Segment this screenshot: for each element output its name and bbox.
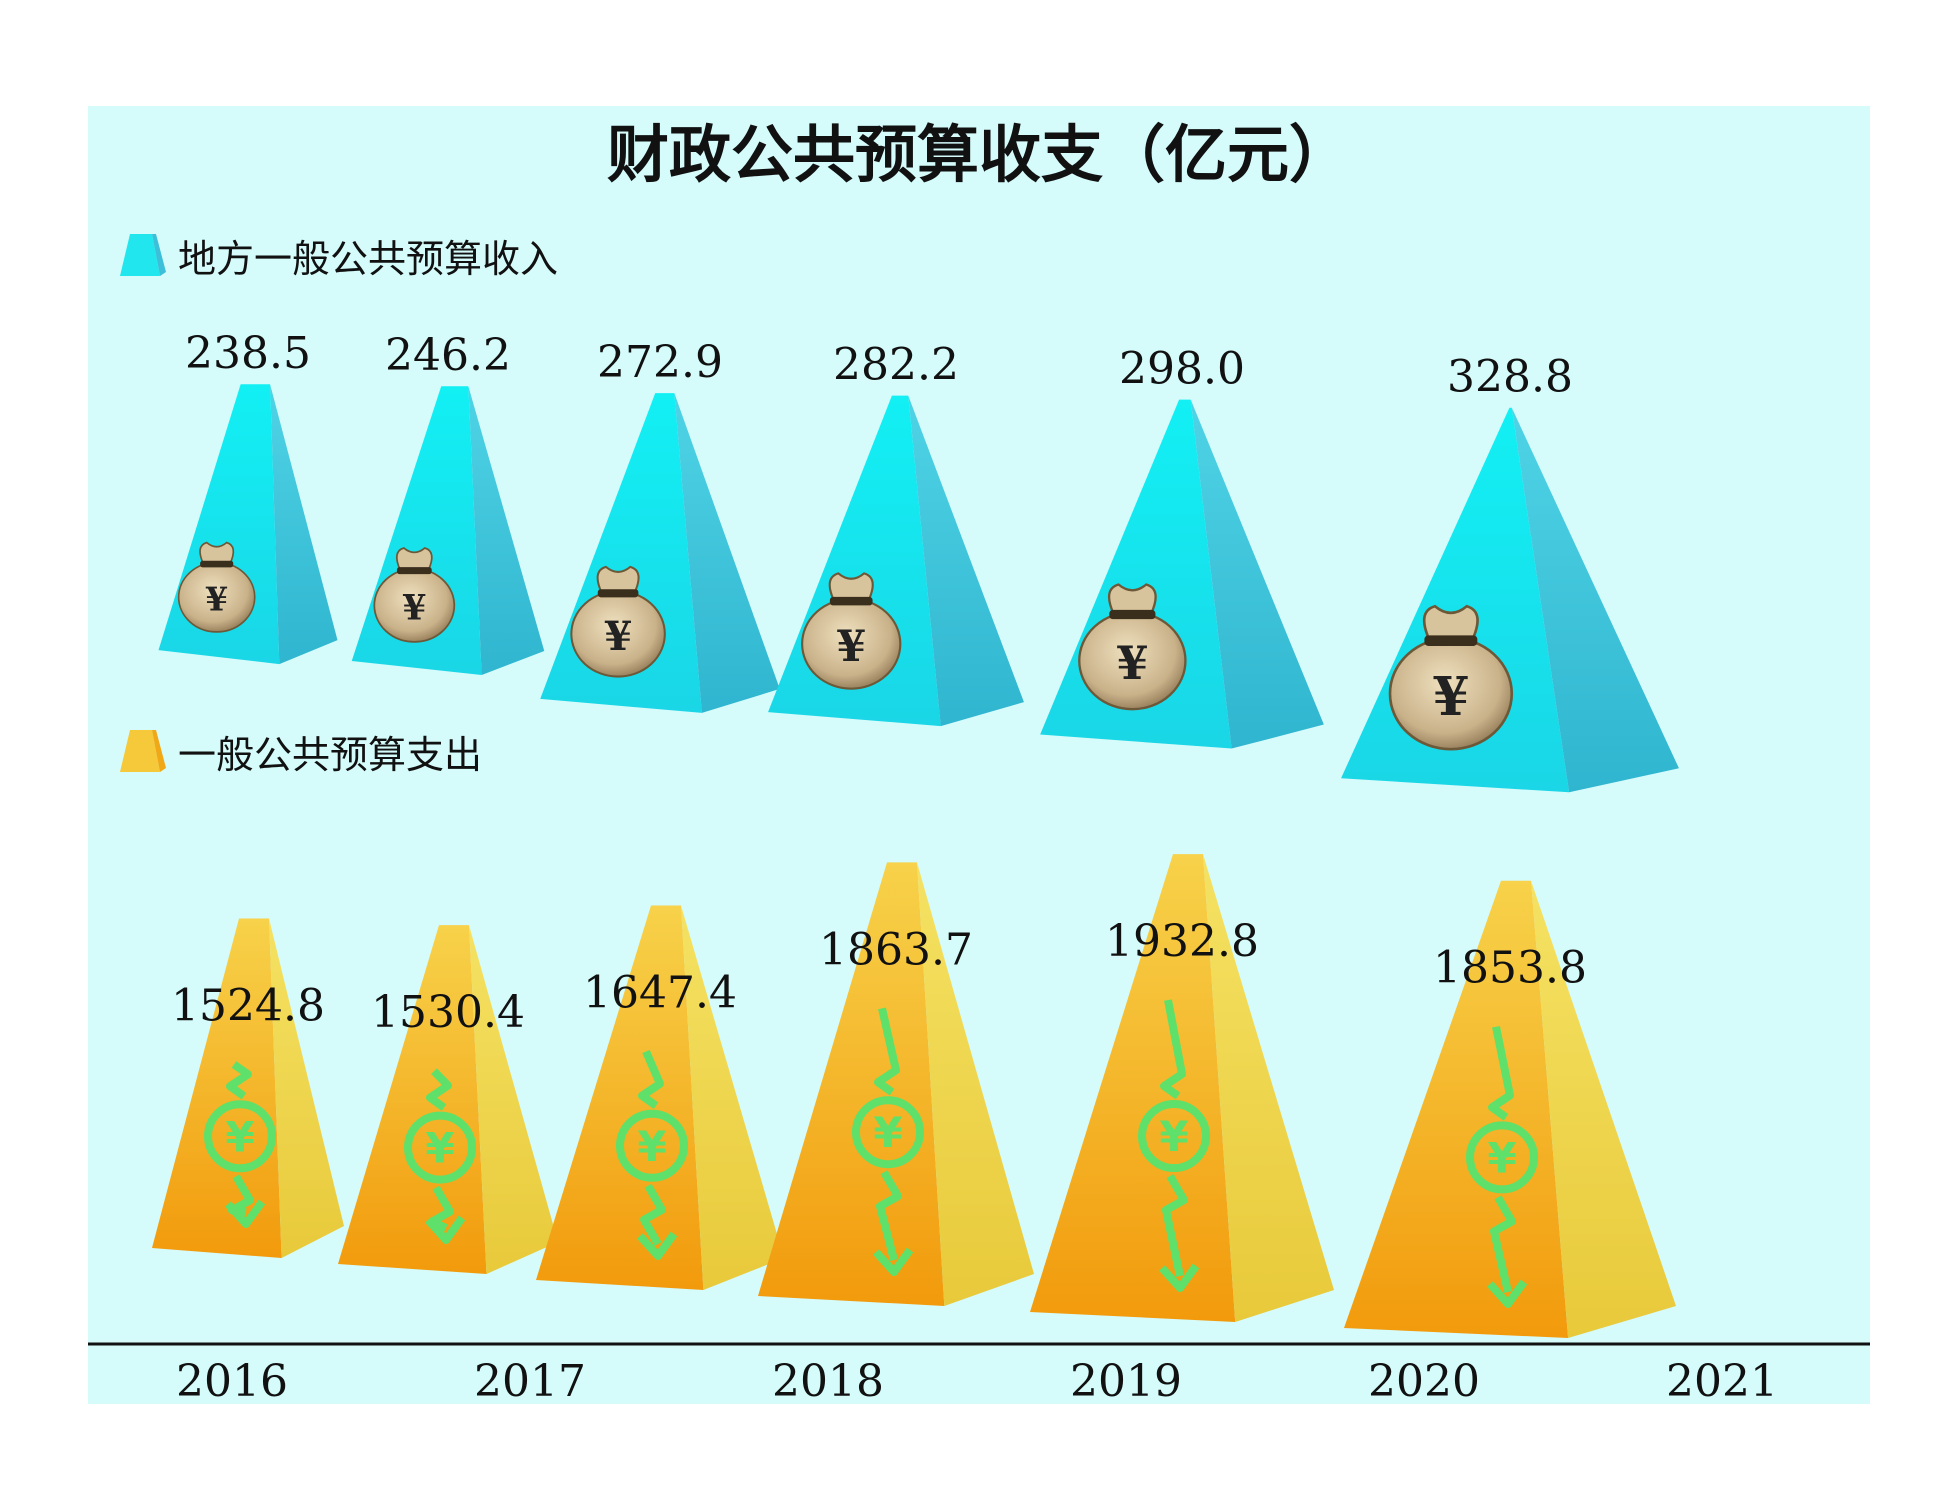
yen-down-arrow-icon: ¥ (852, 1007, 924, 1276)
expenditure-pyramid-side (1203, 854, 1334, 1322)
income-pyramid-side (270, 384, 338, 665)
income-value-label-2020: 298.0 (1119, 344, 1245, 395)
x-tick-label-2017: 2017 (474, 1356, 586, 1404)
expenditure-pyramid-side (469, 925, 558, 1274)
income-value-label-2017: 246.2 (385, 330, 511, 381)
income-value-label-2018: 272.9 (597, 337, 723, 388)
svg-text:¥: ¥ (637, 1122, 666, 1171)
expenditure-pyramid-2017: ¥ (338, 925, 558, 1274)
svg-text:¥: ¥ (402, 587, 426, 628)
expenditure-pyramid-side (681, 905, 784, 1290)
money-bag-icon: ¥ (177, 541, 256, 633)
x-tick-label-2020: 2020 (1368, 1356, 1480, 1404)
yen-down-arrow-icon: ¥ (1466, 1025, 1538, 1308)
expenditure-value-label-2021: 1853.8 (1433, 943, 1587, 994)
expenditure-value-label-2019: 1863.7 (819, 924, 973, 975)
svg-text:¥: ¥ (1432, 666, 1469, 728)
expenditure-value-label-2016: 1524.8 (171, 981, 325, 1032)
expenditure-value-label-2018: 1647.4 (583, 968, 737, 1019)
expenditure-pyramid-front (1030, 854, 1236, 1322)
money-bag-icon: ¥ (373, 547, 456, 643)
expenditure-pyramid-2020: ¥ (1030, 854, 1334, 1322)
x-tick-label-2021: 2021 (1666, 1356, 1778, 1404)
legend-expenditure: 一般公共预算支出 (120, 730, 482, 777)
expenditure-pyramid-2019: ¥ (758, 862, 1034, 1306)
money-bag-icon: ¥ (1388, 604, 1514, 751)
income-pyramid-2017: ¥ (351, 386, 545, 676)
x-tick-label-2018: 2018 (772, 1356, 884, 1404)
income-pyramid-side (1190, 399, 1324, 749)
chart: 财政公共预算收支（亿元） 地方一般公共预算收入 一般公共预算支出 ¥238.5¥… (88, 118, 1870, 1404)
legend-income: 地方一般公共预算收入 (120, 234, 558, 281)
expenditure-pyramid-side (269, 918, 344, 1258)
income-pyramid-side (1511, 407, 1679, 793)
yen-down-arrow-icon: ¥ (204, 1061, 276, 1228)
svg-text:¥: ¥ (225, 1112, 254, 1161)
svg-text:¥: ¥ (836, 622, 866, 672)
income-pyramid-side (908, 395, 1024, 727)
svg-text:¥: ¥ (1487, 1133, 1516, 1182)
svg-text:¥: ¥ (604, 612, 632, 660)
expenditure-pyramids: ¥1524.8 ¥1530.4 ¥1647.4 ¥1863.7 ¥1932.8 ¥1853… (152, 854, 1676, 1338)
yen-down-arrow-icon: ¥ (1138, 999, 1210, 1292)
chart-panel: 财政公共预算收支（亿元） 地方一般公共预算收入 一般公共预算支出 ¥238.5 ¥… (88, 106, 1870, 1404)
expenditure-pyramid-2018: ¥ (536, 905, 784, 1290)
income-value-label-2019: 282.2 (833, 340, 959, 391)
income-pyramid-side (674, 393, 780, 713)
legend-income-marker (120, 234, 160, 276)
money-bag-icon: ¥ (570, 565, 666, 678)
money-bag-icon: ¥ (801, 572, 902, 690)
expenditure-value-label-2020: 1932.8 (1105, 916, 1259, 967)
income-pyramid-2018: ¥ (540, 393, 780, 713)
legend-expenditure-marker (120, 730, 160, 772)
legend-income-label: 地方一般公共预算收入 (178, 237, 558, 281)
expenditure-pyramid-side (1531, 880, 1676, 1338)
income-value-label-2021: 328.8 (1447, 352, 1573, 403)
expenditure-pyramid-front (152, 918, 282, 1258)
svg-text:¥: ¥ (1116, 636, 1148, 690)
expenditure-pyramid-front (536, 905, 704, 1290)
expenditure-value-label-2017: 1530.4 (371, 987, 525, 1038)
legend-expenditure-label: 一般公共预算支出 (178, 733, 482, 777)
svg-text:¥: ¥ (425, 1124, 454, 1173)
yen-down-arrow-icon: ¥ (404, 1068, 476, 1244)
income-value-label-2016: 238.5 (185, 328, 311, 379)
income-pyramid-2019: ¥ (768, 395, 1024, 727)
svg-text:¥: ¥ (205, 579, 228, 618)
income-pyramids: ¥238.5 ¥246.2 ¥272.9 ¥282.2 ¥298.0 ¥328.8 (158, 328, 1679, 793)
income-pyramid-2016: ¥ (158, 384, 338, 665)
expenditure-pyramid-side (917, 862, 1034, 1306)
expenditure-pyramid-2021: ¥ (1344, 880, 1676, 1338)
expenditure-pyramid-2016: ¥ (152, 918, 344, 1258)
money-bag-icon: ¥ (1078, 583, 1187, 711)
income-pyramid-2020: ¥ (1040, 399, 1324, 749)
svg-text:¥: ¥ (873, 1108, 902, 1157)
income-pyramid-2021: ¥ (1341, 407, 1679, 793)
income-pyramid-side (468, 386, 545, 676)
expenditure-pyramid-front (338, 925, 487, 1274)
chart-title: 财政公共预算收支（亿元） (607, 118, 1351, 191)
x-tick-label-2016: 2016 (176, 1356, 288, 1404)
svg-text:¥: ¥ (1159, 1112, 1188, 1161)
yen-down-arrow-icon: ¥ (616, 1049, 688, 1260)
x-axis-labels: 2016 2017 2018 2019 2020 2021 (176, 1356, 1778, 1404)
x-tick-label-2019: 2019 (1070, 1356, 1182, 1404)
